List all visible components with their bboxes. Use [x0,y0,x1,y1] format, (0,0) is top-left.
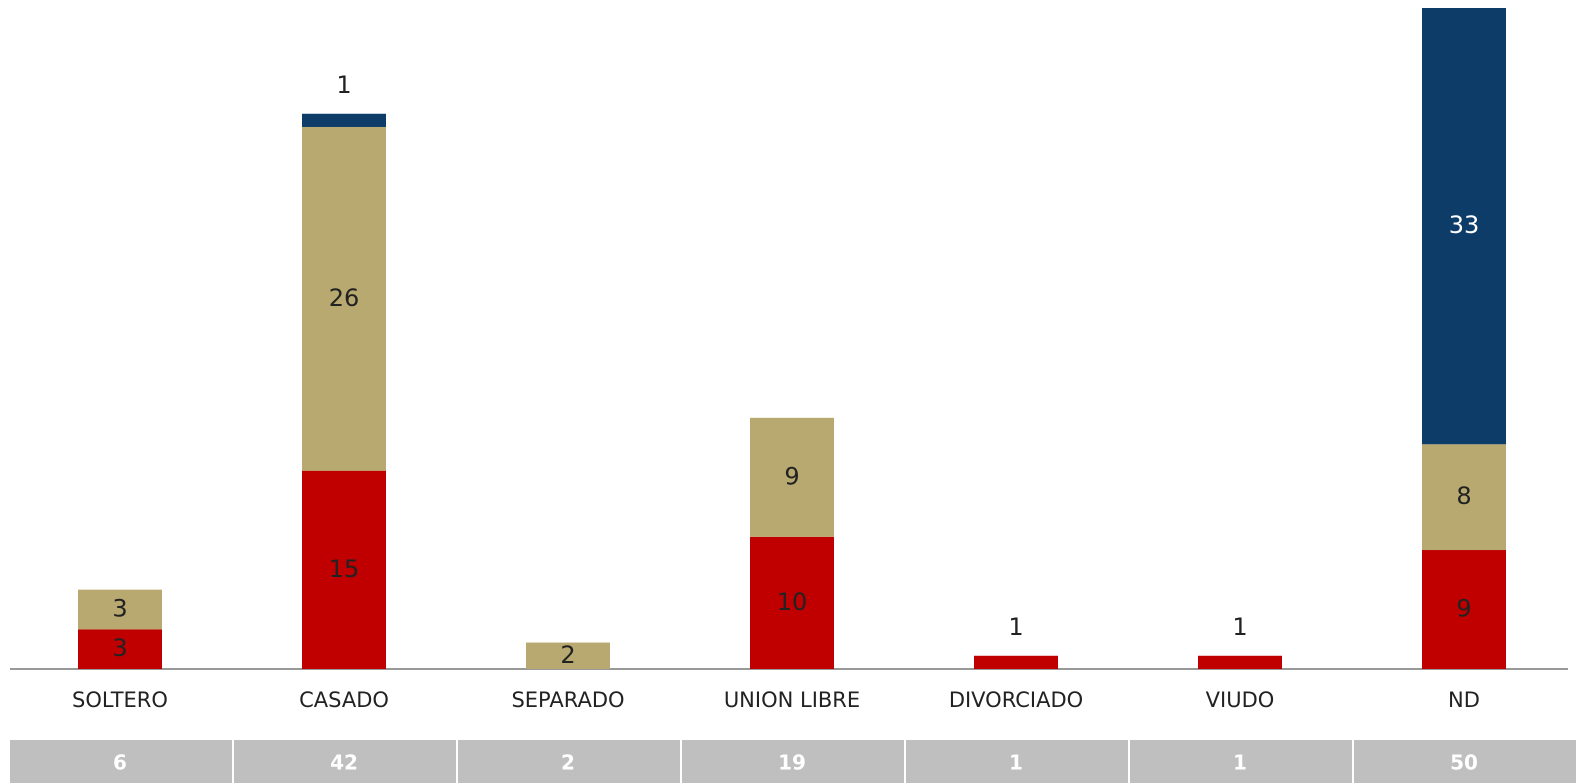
data-label: 1 [1008,613,1023,641]
total-cell [906,740,1128,783]
x-tick-label: SOLTERO [72,688,168,712]
x-tick-label: DIVORCIADO [949,688,1083,712]
data-label: 26 [329,284,360,312]
bar-segment [1198,655,1282,669]
data-label: 2 [560,641,575,669]
bar-segment [302,126,386,471]
data-label: 15 [329,555,360,583]
data-label: 9 [784,462,799,490]
bar-segment [1422,444,1506,551]
data-label: 9 [1456,595,1471,623]
x-tick-label: UNION LIBRE [724,688,860,712]
x-tick-label: CASADO [299,688,389,712]
total-label: 19 [778,751,806,775]
data-label: 33 [1449,211,1480,239]
total-cell [1354,740,1576,783]
total-cell [234,740,456,783]
total-cell [458,740,680,783]
bar-segment [302,113,386,127]
bar-segment [750,536,834,669]
total-label: 1 [1233,751,1247,775]
total-label: 6 [113,751,127,775]
bar-segment [974,655,1058,669]
bar-segment [526,642,610,669]
total-label: 50 [1450,751,1478,775]
total-cell [682,740,904,783]
data-label: 3 [112,595,127,623]
x-tick-label: SEPARADO [511,688,624,712]
x-tick-label: ND [1448,688,1480,712]
total-label: 2 [561,751,575,775]
total-cell [1130,740,1352,783]
data-label: 1 [336,71,351,99]
bar-segment [302,470,386,669]
bar-segment [78,629,162,669]
data-label: 10 [777,588,808,616]
bar-segment [78,589,162,630]
bar-segment [1422,550,1506,669]
total-label: 1 [1009,751,1023,775]
total-label: 42 [330,751,358,775]
data-label: 1 [1232,613,1247,641]
x-tick-label: VIUDO [1206,688,1275,712]
total-cell [10,740,232,783]
bar-segment [1422,8,1506,445]
data-label: 3 [112,634,127,662]
data-label: 8 [1456,482,1471,510]
bar-segment [750,417,834,537]
